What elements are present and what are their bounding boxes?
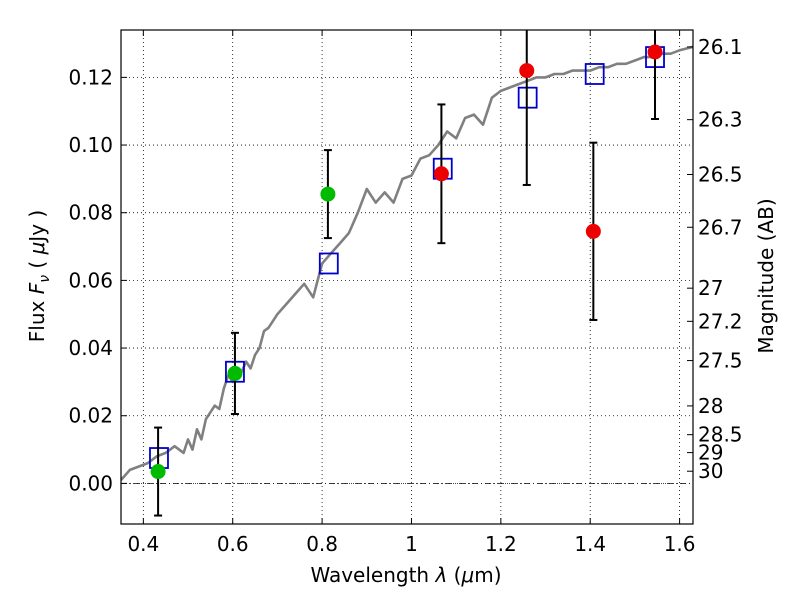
nir-data-point — [585, 223, 601, 239]
y-tick-label: 0.12 — [68, 65, 113, 89]
y-axis-title-part: μ — [25, 242, 49, 256]
x-axis-title-part: ( — [447, 563, 461, 587]
right-tick-label: 26.3 — [698, 108, 743, 132]
x-tick-label: 1.2 — [485, 532, 517, 556]
nir-data-point — [433, 166, 449, 182]
right-tick-label: 27 — [698, 276, 723, 300]
x-axis: 0.4 0.6 0.8 1 1.2 1.4 1.6 — [127, 30, 696, 556]
right-tick-label: 26.1 — [698, 35, 743, 59]
right-tick-label: 26.5 — [698, 162, 743, 186]
y-tick-label: 0.02 — [68, 404, 113, 428]
right-tick-label: 27.2 — [698, 309, 743, 333]
x-axis-title: Wavelength λ (μm) — [310, 563, 501, 587]
nir-data-point — [647, 44, 663, 60]
y-tick-label: 0.08 — [68, 201, 113, 225]
y-tick-label: 0.04 — [68, 336, 113, 360]
plot-area — [121, 30, 693, 517]
right-tick-label: 26.7 — [698, 215, 743, 239]
right-axis-title: Magnitude (AB) — [754, 198, 778, 353]
x-tick-label: 1.4 — [574, 532, 606, 556]
x-tick-label: 0.8 — [306, 532, 338, 556]
x-tick-label: 0.4 — [127, 532, 159, 556]
nir-data-point — [519, 63, 535, 79]
x-axis-title-part: λ — [434, 563, 447, 587]
grid — [121, 30, 693, 524]
y-axis-title: Flux Fν ( μJy ) — [25, 210, 53, 342]
y-axis-left: 0.00 0.02 0.04 0.06 0.08 0.10 0.12 — [68, 65, 127, 495]
right-tick-label: 30 — [698, 459, 723, 483]
optical-data-point — [150, 464, 166, 480]
model-photometry-square — [584, 63, 605, 85]
plot-content — [121, 30, 693, 517]
right-tick-label: 29 — [698, 441, 723, 465]
x-tick-label: 1.6 — [664, 532, 696, 556]
spectrum-line — [121, 45, 693, 481]
plot-frame — [120, 29, 694, 525]
x-tick-label: 1 — [405, 532, 418, 556]
right-tick-label: 28.5 — [698, 423, 743, 447]
y-axis-title-part: ( — [25, 254, 49, 275]
right-tick-label: 28 — [698, 394, 723, 418]
y-tick-label: 0.10 — [68, 133, 113, 157]
x-axis-title-part: μ — [460, 563, 474, 587]
y-axis-title-part: Jy ) — [25, 210, 49, 244]
optical-data-point — [227, 365, 243, 381]
y-axis-title-part: F — [25, 282, 49, 294]
y-tick-label: 0.06 — [68, 268, 113, 292]
y-axis-title-part: ν — [37, 275, 53, 283]
x-axis-title-part: Wavelength — [310, 563, 435, 587]
right-tick-label: 27.5 — [698, 349, 743, 373]
x-axis-title-part: m) — [474, 563, 501, 587]
y-axis-title-part: Flux — [25, 294, 49, 342]
y-tick-label: 0.00 — [68, 471, 113, 495]
x-tick-label: 0.6 — [217, 532, 249, 556]
optical-data-point — [320, 186, 336, 202]
model-photometry-square — [318, 252, 339, 275]
